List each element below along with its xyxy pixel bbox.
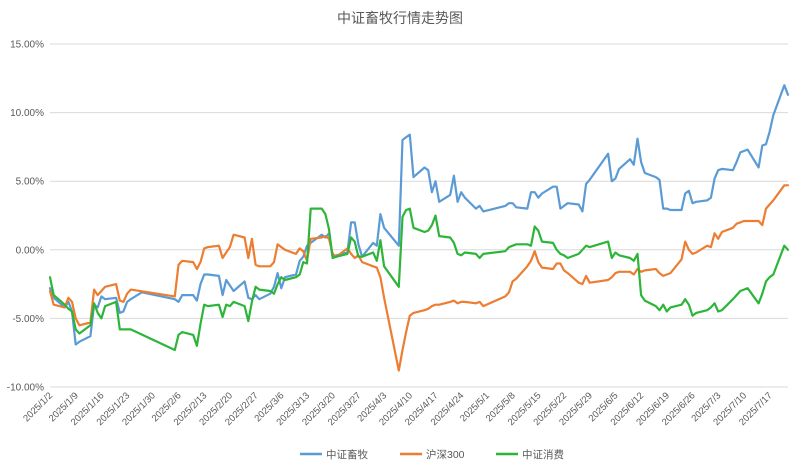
x-axis-ticks: 2025/1/22025/1/92025/1/162025/1/232025/1… (21, 390, 775, 428)
series-line-3 (48, 207, 790, 352)
series-line-1 (48, 84, 790, 346)
series-lines (48, 84, 790, 372)
y-tick-label: 5.00% (16, 177, 44, 188)
series-line-2 (48, 184, 790, 372)
chart-title: 中证畜牧行情走势图 (337, 10, 463, 26)
watermark-text: 雪球：畜牧ETF (619, 438, 736, 457)
y-tick-label: 15.00% (10, 40, 44, 51)
watermark: 雪球：畜牧ETF (591, 435, 736, 459)
y-axis-ticks: 15.00% 10.00% 5.00% 0.00% -5.00% -10.00% (7, 40, 44, 394)
grid-lines (50, 43, 788, 388)
snowball-logo-dot-icon (599, 443, 607, 451)
legend-label-1: 中证畜牧 (326, 448, 368, 461)
y-tick-label: -10.00% (7, 383, 44, 394)
legend: 中证畜牧 沪深300 中证消费 (300, 448, 564, 461)
legend-label-2: 沪深300 (426, 448, 465, 461)
snowball-logo-icon (591, 435, 615, 459)
y-tick-label: 0.00% (16, 245, 44, 256)
y-tick-label: -5.00% (12, 314, 44, 325)
y-tick-label: 10.00% (10, 108, 44, 119)
legend-label-3: 中证消费 (522, 448, 564, 461)
